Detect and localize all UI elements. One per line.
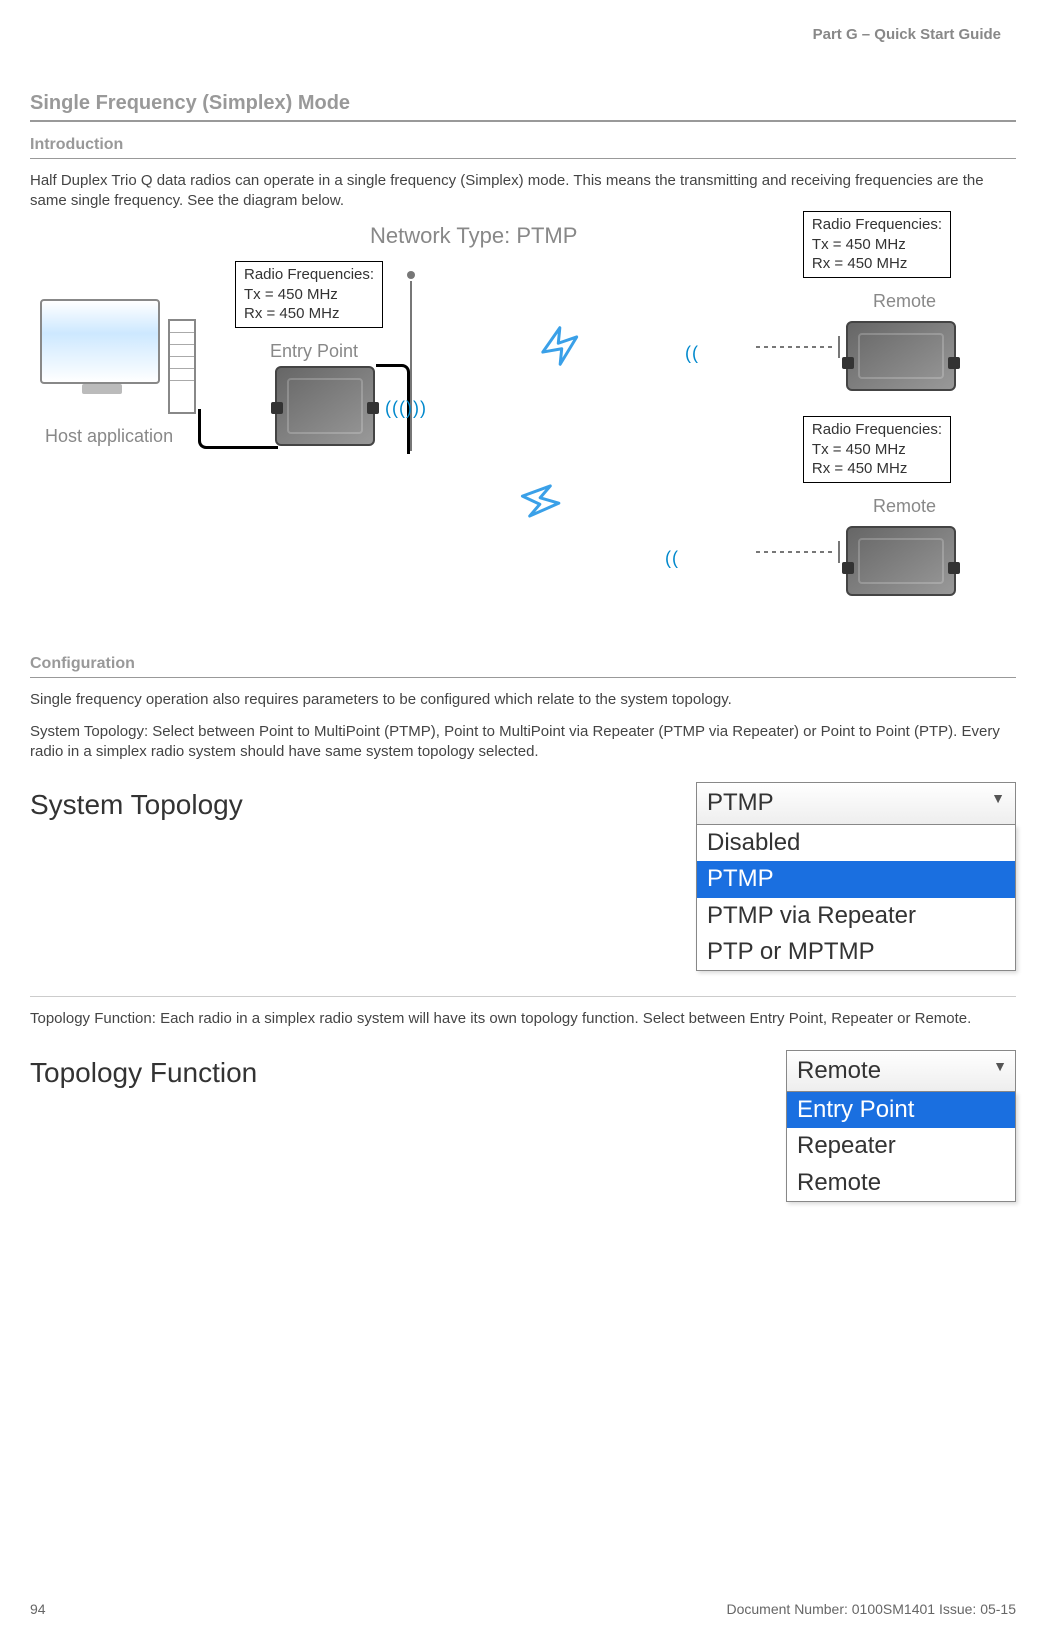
entry-point-antenna-icon xyxy=(410,281,412,451)
freq-rx: Rx = 450 MHz xyxy=(812,459,942,479)
section-config-heading: Configuration xyxy=(30,653,1016,678)
link-bolt-icon xyxy=(525,311,595,381)
entry-point-label: Entry Point xyxy=(270,339,358,363)
option-repeater[interactable]: Repeater xyxy=(787,1128,1015,1164)
freq-box-entrypoint: Radio Frequencies: Tx = 450 MHz Rx = 450… xyxy=(235,261,383,328)
option-ptmp-repeater[interactable]: PTMP via Repeater xyxy=(697,898,1015,934)
option-remote[interactable]: Remote xyxy=(787,1165,1015,1201)
host-monitor-icon xyxy=(40,299,160,384)
topology-function-options: Entry Point Repeater Remote xyxy=(786,1092,1016,1202)
network-diagram: Network Type: PTMP Radio Frequencies: Tx… xyxy=(30,221,1016,641)
config-p1: Single frequency operation also requires… xyxy=(30,690,1016,710)
freq-tx: Tx = 450 MHz xyxy=(812,440,942,460)
remote1-device-icon xyxy=(846,321,956,391)
remote1-label: Remote xyxy=(873,289,936,313)
host-label: Host application xyxy=(45,424,173,448)
freq-title: Radio Frequencies: xyxy=(812,420,942,440)
entry-point-device-icon xyxy=(275,366,375,446)
system-topology-row: System Topology PTMP Disabled PTMP PTMP … xyxy=(30,782,1016,997)
config-p2: System Topology: Select between Point to… xyxy=(30,722,1016,763)
freq-title: Radio Frequencies: xyxy=(244,265,374,285)
radio-waves-icon: ( ( ( ) ) ) xyxy=(385,396,424,420)
freq-rx: Rx = 450 MHz xyxy=(812,254,942,274)
section-intro-heading: Introduction xyxy=(30,134,1016,159)
freq-tx: Tx = 450 MHz xyxy=(812,235,942,255)
freq-tx: Tx = 450 MHz xyxy=(244,285,374,305)
option-disabled[interactable]: Disabled xyxy=(697,825,1015,861)
system-topology-dropdown[interactable]: PTMP Disabled PTMP PTMP via Repeater PTP… xyxy=(696,782,1016,971)
header-part: Part G – Quick Start Guide xyxy=(813,25,1001,45)
radio-waves-icon: ( ( xyxy=(665,546,676,570)
page-number: 94 xyxy=(30,1600,46,1619)
host-tower-icon xyxy=(168,319,196,414)
system-topology-selected[interactable]: PTMP xyxy=(696,782,1016,824)
remote1-antenna-icon xyxy=(756,346,836,348)
topology-function-dropdown[interactable]: Remote Entry Point Repeater Remote xyxy=(786,1050,1016,1203)
system-topology-label: System Topology xyxy=(30,782,656,824)
freq-title: Radio Frequencies: xyxy=(812,215,942,235)
option-ptp[interactable]: PTP or MPTMP xyxy=(697,934,1015,970)
diagram-title: Network Type: PTMP xyxy=(370,221,577,251)
topology-function-row: Topology Function Remote Entry Point Rep… xyxy=(30,1050,1016,1208)
config-p3: Topology Function: Each radio in a simpl… xyxy=(30,1009,1016,1029)
freq-rx: Rx = 450 MHz xyxy=(244,304,374,324)
remote2-label: Remote xyxy=(873,494,936,518)
intro-text: Half Duplex Trio Q data radios can opera… xyxy=(30,171,1016,212)
link-bolt-icon xyxy=(500,461,580,541)
document-number: Document Number: 0100SM1401 Issue: 05-15 xyxy=(727,1600,1017,1619)
option-entry-point[interactable]: Entry Point xyxy=(787,1092,1015,1128)
remote2-antenna-icon xyxy=(756,551,836,553)
radio-waves-icon: ( ( xyxy=(685,341,696,365)
cable-host-to-ep xyxy=(198,409,278,449)
topology-function-label: Topology Function xyxy=(30,1050,746,1092)
freq-box-remote1: Radio Frequencies: Tx = 450 MHz Rx = 450… xyxy=(803,211,951,278)
option-ptmp[interactable]: PTMP xyxy=(697,861,1015,897)
system-topology-options: Disabled PTMP PTMP via Repeater PTP or M… xyxy=(696,825,1016,972)
remote2-device-icon xyxy=(846,526,956,596)
topology-function-selected[interactable]: Remote xyxy=(786,1050,1016,1092)
freq-box-remote2: Radio Frequencies: Tx = 450 MHz Rx = 450… xyxy=(803,416,951,483)
page-title: Single Frequency (Simplex) Mode xyxy=(30,90,1016,122)
page-footer: 94 Document Number: 0100SM1401 Issue: 05… xyxy=(30,1600,1016,1619)
